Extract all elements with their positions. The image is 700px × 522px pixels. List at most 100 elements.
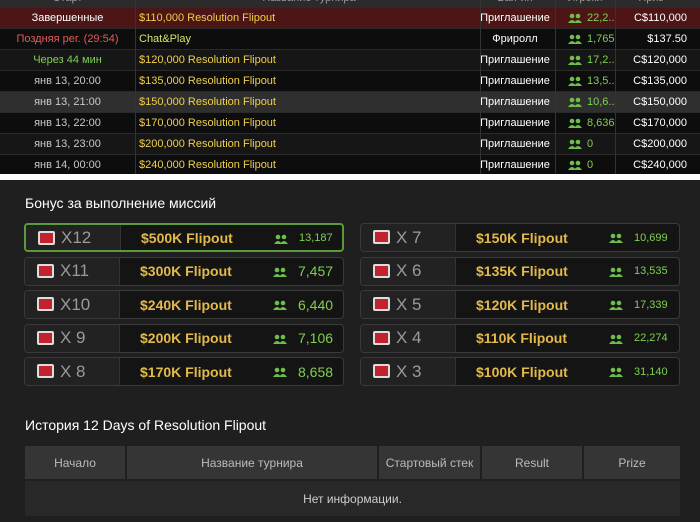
- game-type: Приглашение: [480, 96, 550, 108]
- tournament-row[interactable]: янв 13, 20:00 $135,000 Resolution Flipout…: [0, 71, 700, 92]
- mission-name: $500K Flipout: [141, 229, 233, 246]
- game-type: Приглашение: [480, 138, 550, 150]
- tournament-name: $120,000 Resolution Flipout: [139, 54, 276, 66]
- mission-card[interactable]: X 8 $170K Flipout 8,658: [24, 357, 344, 386]
- players: 17,2..: [587, 54, 615, 66]
- prize: C$240,000: [633, 159, 687, 171]
- table-header: Старт Название турнираБай-ин ИгрокиПриз: [0, 0, 700, 8]
- multiplier: X 3: [396, 361, 422, 381]
- tournament-row[interactable]: янв 13, 23:00 $200,000 Resolution Flipout…: [0, 134, 700, 155]
- column-divider: [555, 0, 556, 174]
- players-icon: [568, 13, 582, 23]
- ticket-icon: [38, 231, 55, 245]
- prize: C$150,000: [633, 96, 687, 108]
- mission-card[interactable]: X 5 $120K Flipout 17,339: [360, 290, 680, 319]
- players: 13,5..: [587, 75, 615, 87]
- game-type: Приглашение: [480, 12, 550, 24]
- prize: $137.50: [647, 33, 687, 45]
- mission-card[interactable]: X 4 $110K Flipout 22,274: [360, 323, 680, 353]
- history-header-cell: Result: [482, 446, 582, 479]
- mission-players: 10,699: [634, 231, 668, 244]
- history-header-cell: Prize: [584, 446, 680, 479]
- mission-players: 13,187: [299, 231, 333, 244]
- players-icon: [274, 234, 288, 244]
- prize: C$170,000: [633, 117, 687, 129]
- prize: C$200,000: [633, 138, 687, 150]
- players-icon: [609, 233, 623, 243]
- players-icon: [609, 300, 623, 310]
- players-icon: [568, 118, 582, 128]
- tournament-name: $135,000 Resolution Flipout: [139, 75, 276, 87]
- prize: C$120,000: [633, 54, 687, 66]
- multiplier: X 4: [396, 328, 422, 347]
- tournament-row[interactable]: Поздняя рег. (29:54) Chat&Play Фриролл 1,76…: [0, 29, 700, 50]
- history-header-cell: Стартовый стек: [379, 446, 480, 479]
- prize: C$110,000: [633, 12, 687, 24]
- mission-card[interactable]: X 3 $100K Flipout 31,140: [360, 357, 680, 386]
- mission-players: 8,658: [298, 363, 334, 380]
- tournament-name: $110,000 Resolution Flipout: [139, 12, 276, 24]
- ticket-icon: [373, 330, 390, 345]
- header-cell: Старт: [0, 0, 135, 8]
- mission-name: $200K Flipout: [140, 330, 232, 346]
- mission-name: $150K Flipout: [476, 229, 568, 246]
- ticket-icon: [373, 230, 390, 244]
- mission-name: $240K Flipout: [140, 296, 232, 313]
- header-cell: Бай-ин: [480, 0, 550, 8]
- multiplier: X 7: [396, 227, 422, 247]
- multiplier: X 6: [396, 261, 422, 280]
- players-icon: [609, 334, 623, 344]
- start-time: янв 13, 20:00: [34, 75, 101, 87]
- mission-card[interactable]: X10 $240K Flipout 6,440: [24, 290, 344, 319]
- ticket-icon: [373, 263, 390, 278]
- mission-players: 6,440: [298, 296, 334, 313]
- section-title: История 12 Days of Resolution Flipout: [25, 417, 267, 433]
- players-icon: [273, 367, 287, 377]
- mission-name: $135K Flipout: [476, 263, 568, 279]
- mission-card[interactable]: X 7 $150K Flipout 10,699: [360, 223, 680, 252]
- tournament-table: СтартНазвание турнираБай-инИгрокиПризЗав…: [0, 0, 700, 174]
- mission-card[interactable]: X12 $500K Flipout 13,187: [24, 223, 344, 252]
- game-type: Приглашение: [480, 159, 550, 171]
- mission-name: $300K Flipout: [140, 263, 232, 279]
- players: 0: [587, 138, 594, 150]
- tournament-name: $200,000 Resolution Flipout: [139, 138, 276, 150]
- start-time: янв 14, 00:00: [34, 159, 101, 171]
- start-time: Завершенные: [31, 12, 104, 24]
- players-icon: [609, 267, 623, 277]
- tournament-name: $170,000 Resolution Flipout: [139, 117, 276, 129]
- column-divider: [615, 0, 616, 174]
- tournament-name: $150,000 Resolution Flipout: [139, 96, 276, 108]
- players-icon: [273, 267, 287, 277]
- history-header-cell: Начало: [25, 446, 125, 479]
- mission-players: 31,140: [634, 365, 668, 378]
- mission-card[interactable]: X 9 $200K Flipout 7,106: [24, 323, 344, 353]
- multiplier: X 9: [60, 328, 86, 347]
- players-icon: [568, 160, 582, 170]
- tournament-row[interactable]: Через 44 мин $120,000 Resolution Flipout П…: [0, 50, 700, 71]
- header-cell: Название турнира: [139, 0, 479, 8]
- game-type: Фриролл: [492, 33, 538, 45]
- players: 22,2..: [587, 12, 615, 24]
- players-icon: [568, 97, 582, 107]
- mission-players: 22,274: [634, 332, 668, 344]
- tournament-row[interactable]: янв 14, 00:00 $240,000 Resolution Flipout…: [0, 155, 700, 174]
- mission-card[interactable]: X 6 $135K Flipout 13,535: [360, 256, 680, 286]
- players: 1,765: [587, 33, 615, 45]
- mission-players: 7,457: [298, 263, 334, 279]
- tournament-row[interactable]: янв 13, 22:00 $170,000 Resolution Flipout…: [0, 113, 700, 134]
- column-divider: [480, 0, 481, 174]
- mission-players: 13,535: [634, 265, 668, 277]
- mission-name: $100K Flipout: [476, 363, 568, 380]
- tournament-row[interactable]: Завершенные $110,000 Resolution Flipout Пр…: [0, 8, 700, 29]
- players: 10,6..: [587, 96, 615, 108]
- section-title: Бонус за выполнение миссий: [25, 195, 217, 211]
- multiplier: X10: [60, 294, 91, 314]
- tournament-row[interactable]: янв 13, 21:00 $150,000 Resolution Flipout…: [0, 92, 700, 113]
- mission-players: 17,339: [634, 298, 668, 311]
- players-icon: [568, 139, 582, 149]
- players: 0: [587, 159, 594, 171]
- tournament-name: Chat&Play: [139, 33, 191, 45]
- ticket-icon: [373, 297, 390, 311]
- mission-card[interactable]: X11 $300K Flipout 7,457: [24, 256, 344, 286]
